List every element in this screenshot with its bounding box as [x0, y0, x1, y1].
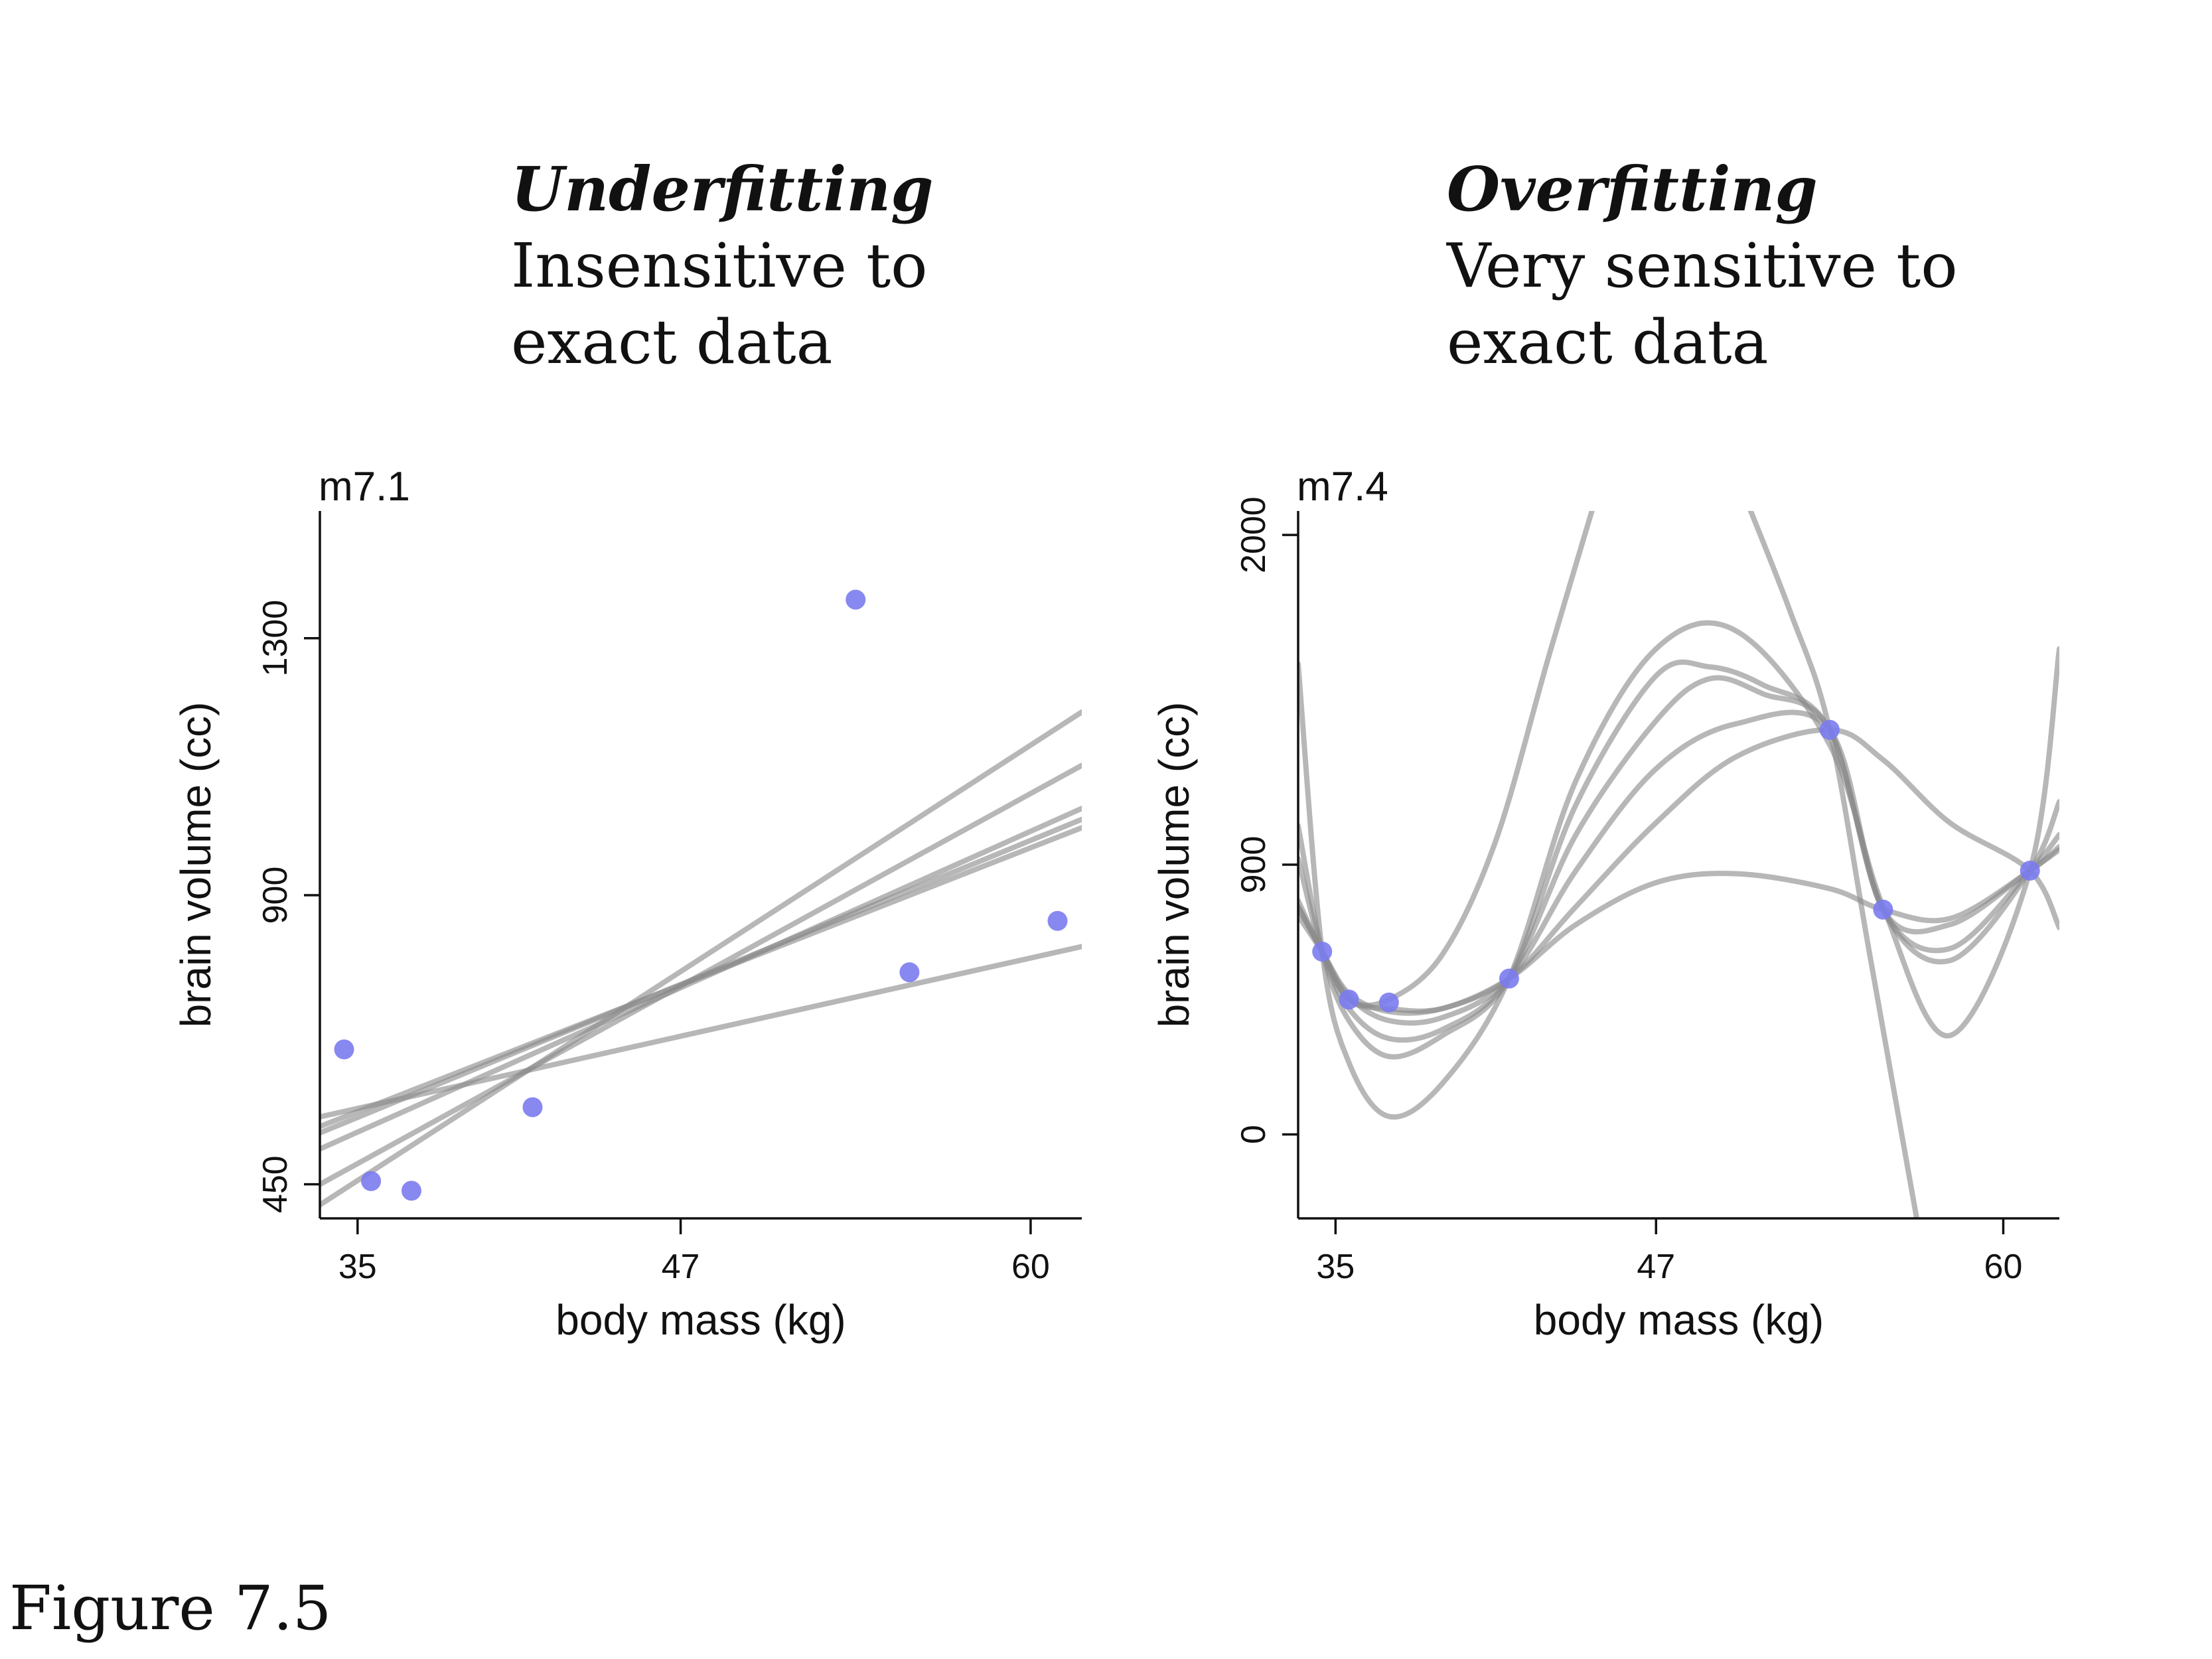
data-point: [522, 1097, 543, 1118]
x-tick-label: 35: [338, 1248, 377, 1286]
data-point: [1378, 992, 1399, 1013]
y-tick-label: 900: [1234, 836, 1273, 894]
y-tick-label: 900: [256, 867, 295, 924]
fit-line: [320, 825, 1082, 1129]
chart-panel-1: 35 47 60 450 900 1300 body mass (kg) brain volu…: [172, 464, 1082, 1344]
data-point: [1499, 968, 1519, 989]
x-axis-label: body mass (kg): [555, 1296, 846, 1344]
data-point: [846, 589, 866, 610]
right-heading-line1: Very sensitive to: [1447, 230, 1958, 301]
y-axis-label: brain volume (cc): [1150, 702, 1198, 1028]
fit-line: [1298, 659, 2059, 1060]
right-heading: Overfitting Very sensitive to exact data: [1447, 151, 1958, 380]
right-heading-title: Overfitting: [1447, 153, 1818, 225]
fit-line: [1298, 675, 2059, 1043]
data-point: [401, 1181, 421, 1201]
fit-lines: [320, 709, 1082, 1208]
data-point: [1819, 719, 1840, 740]
fit-line: [1747, 511, 1920, 1218]
left-heading: Underfitting Insensitive to exact data: [511, 151, 934, 380]
left-heading-line2: exact data: [511, 307, 833, 378]
data-points: [1312, 719, 2040, 1013]
panel-label: m7.1: [319, 464, 410, 510]
y-axis-label: brain volume (cc): [172, 702, 220, 1028]
x-axis-label: body mass (kg): [1534, 1296, 1824, 1344]
fit-line: [1298, 709, 2059, 1026]
x-tick-label: 60: [1984, 1248, 2023, 1286]
fit-line: [320, 709, 1082, 1208]
chart-panel-2: 35 47 60 0 900 2000 body mass (kg) brain volume…: [1150, 464, 2059, 1344]
x-tick-label: 60: [1011, 1248, 1050, 1286]
data-points: [334, 589, 1068, 1201]
fit-line: [1298, 727, 2059, 1016]
left-heading-line1: Insensitive to: [511, 230, 928, 301]
data-point: [1873, 899, 1893, 920]
fit-line: [1298, 620, 2059, 1120]
y-tick-label: 450: [256, 1155, 295, 1213]
x-tick-label: 35: [1316, 1248, 1355, 1286]
data-point: [899, 962, 920, 983]
panel-label: m7.4: [1297, 464, 1388, 510]
data-point: [1312, 941, 1333, 962]
fit-lines: [1298, 511, 2059, 1218]
data-point: [361, 1171, 382, 1191]
x-tick-label: 47: [662, 1248, 700, 1286]
data-point: [334, 1039, 354, 1060]
figure-label: Figure 7.5: [9, 1573, 332, 1644]
right-heading-line2: exact data: [1447, 307, 1769, 378]
left-heading-title: Underfitting: [511, 153, 934, 225]
y-tick-label: 2000: [1234, 496, 1273, 573]
x-tick-label: 47: [1637, 1248, 1675, 1286]
fit-line: [320, 944, 1082, 1119]
fit-line: [1298, 511, 1595, 1008]
data-point: [1339, 989, 1359, 1010]
y-tick-label: 0: [1234, 1125, 1273, 1144]
y-tick-label: 1300: [256, 600, 295, 677]
data-point: [2020, 861, 2040, 881]
data-point: [1047, 910, 1068, 931]
